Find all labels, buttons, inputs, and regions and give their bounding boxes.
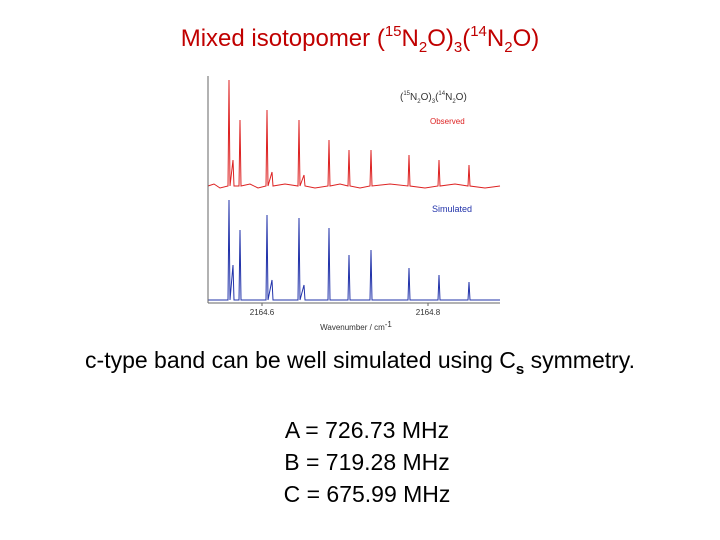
legend-sup: 15 [403, 91, 410, 97]
figure-bg [204, 72, 506, 334]
x-label-part: Wavenumber / cm [320, 323, 385, 332]
legend-formula: (15N2O)3(14N2O) [400, 91, 467, 105]
title-part: N [487, 25, 504, 52]
legend-part: O) [421, 92, 432, 103]
legend-part: N [445, 92, 452, 103]
title-sup: 14 [470, 23, 487, 40]
observed-label: Observed [430, 117, 465, 126]
constant: C = 675.99 MHz [284, 481, 451, 507]
legend-sub: 2 [417, 99, 421, 105]
title-part: O) [427, 25, 454, 52]
x-tick-label: 2164.6 [250, 308, 275, 317]
title-sub: 2 [504, 39, 512, 56]
x-axis-label: Wavenumber / cm-1 [320, 320, 392, 332]
body-part: symmetry. [524, 347, 635, 373]
simulated-label: Simulated [432, 204, 472, 214]
title-sup: 15 [385, 23, 402, 40]
legend-sub: 3 [432, 99, 436, 105]
legend-part: ( [435, 92, 439, 103]
legend-part: O) [456, 92, 467, 103]
title: Mixed isotopomer (15N2O)3(14N2O) [181, 23, 540, 56]
body-sub: s [516, 361, 524, 378]
spectrum-figure: 2164.6 2164.8 Wavenumber / cm-1 (15N2O)3… [204, 72, 506, 334]
legend-sup: 14 [438, 91, 445, 97]
body-part: c-type band can be well simulated using … [85, 347, 516, 373]
title-part: ( [462, 25, 470, 52]
observed-trace [207, 79, 501, 189]
title-part: Mixed isotopomer ( [181, 25, 385, 52]
title-part: N [402, 25, 419, 52]
legend-sub: 2 [452, 99, 456, 105]
title-sub: 3 [454, 39, 462, 56]
simulated-trace [208, 199, 500, 301]
title-part: O) [513, 25, 540, 52]
x-tick-label: 2164.8 [416, 308, 441, 317]
constant: A = 726.73 MHz [285, 417, 449, 443]
constant: B = 719.28 MHz [284, 449, 450, 475]
legend-part: N [410, 92, 417, 103]
legend-part: ( [400, 92, 404, 103]
title-sub: 2 [419, 39, 427, 56]
x-label-sup: -1 [385, 320, 393, 329]
body-text: c-type band can be well simulated using … [85, 347, 635, 378]
